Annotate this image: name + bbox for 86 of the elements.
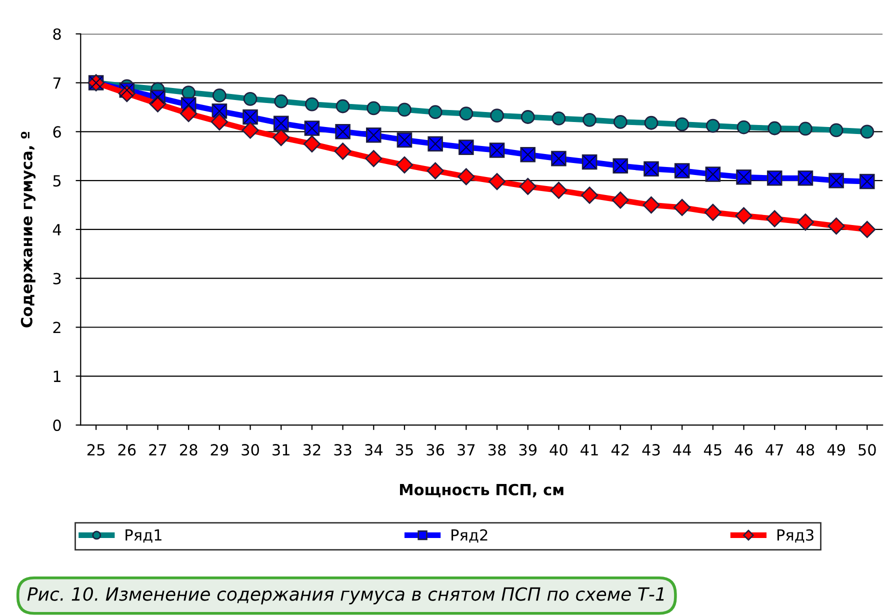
point xyxy=(398,102,412,117)
y-tick-label: 3 xyxy=(53,272,61,284)
y-tick-label: 7 xyxy=(53,77,61,89)
x-tick-label: 46 xyxy=(734,444,753,456)
point xyxy=(706,118,720,133)
x-tick-label: 38 xyxy=(488,444,506,456)
x-tick-label: 28 xyxy=(180,444,198,456)
x-tick-label: 27 xyxy=(149,444,166,456)
point xyxy=(550,182,568,199)
point xyxy=(582,112,596,127)
y-tick-label: 4 xyxy=(52,224,62,236)
point xyxy=(458,168,475,186)
point xyxy=(488,172,506,190)
x-tick-label: 25 xyxy=(87,444,104,456)
point xyxy=(396,156,414,174)
point xyxy=(428,105,442,120)
legend-label: Ряд3 xyxy=(777,529,814,543)
legend-label: Ряд2 xyxy=(452,529,488,543)
point xyxy=(490,108,504,122)
x-tick-label: 43 xyxy=(642,444,660,456)
x-tick-label: 30 xyxy=(242,444,259,456)
x-tick-label: 35 xyxy=(396,444,413,456)
y-tick-label: 6 xyxy=(53,126,61,138)
point xyxy=(613,114,628,129)
x-tick-label: 47 xyxy=(766,444,784,456)
x-tick-label: 26 xyxy=(118,444,136,456)
point xyxy=(736,120,751,134)
point xyxy=(735,207,752,224)
y-axis-title: Содержание гумуса, º xyxy=(20,132,36,328)
x-tick-label: 33 xyxy=(334,444,352,456)
point xyxy=(426,162,444,180)
x-tick-label: 39 xyxy=(519,444,537,456)
x-tick-label: 37 xyxy=(458,444,475,456)
point xyxy=(365,150,382,168)
point xyxy=(858,220,876,238)
x-tick-label: 29 xyxy=(210,444,228,456)
y-tick-label: 2 xyxy=(53,322,60,334)
x-tick-label: 41 xyxy=(580,444,598,456)
point xyxy=(242,122,259,139)
x-tick-label: 48 xyxy=(796,444,814,456)
x-tick-label: 36 xyxy=(426,444,444,456)
point xyxy=(366,101,381,116)
point xyxy=(674,198,691,216)
x-tick-label: 44 xyxy=(673,444,691,456)
point xyxy=(552,112,566,126)
point xyxy=(798,122,812,136)
point xyxy=(796,214,814,231)
x-tick-label: 42 xyxy=(611,444,629,456)
point xyxy=(243,92,258,106)
x-tick-label: 34 xyxy=(365,444,383,456)
point xyxy=(675,117,690,132)
point xyxy=(305,97,319,112)
point xyxy=(860,124,874,139)
x-tick-label: 50 xyxy=(858,444,876,456)
point xyxy=(644,116,658,130)
x-tick-label: 31 xyxy=(272,444,290,456)
x-tick-label: 49 xyxy=(827,444,845,456)
point xyxy=(180,105,198,122)
y-tick-label: 1 xyxy=(54,370,60,382)
point xyxy=(212,88,226,102)
y-tick-label: 8 xyxy=(53,28,61,40)
x-tick-label: 45 xyxy=(704,444,722,456)
legend-label: Ряд1 xyxy=(126,529,162,543)
point xyxy=(828,217,845,235)
y-tick-label: 5 xyxy=(53,175,61,187)
x-tick-label: 40 xyxy=(550,444,568,456)
point xyxy=(334,142,352,160)
point xyxy=(520,110,535,124)
point xyxy=(272,128,290,146)
y-tick-label: 0 xyxy=(53,420,61,432)
point xyxy=(519,178,536,195)
point xyxy=(704,204,722,221)
x-tick-label: 32 xyxy=(303,444,320,456)
text: Рис. 10. Изменение содержания гумуса в снятом ПСП по схеме Т-1 xyxy=(27,587,664,604)
point xyxy=(210,113,228,130)
point xyxy=(459,106,474,121)
point xyxy=(274,94,288,108)
point xyxy=(303,135,321,152)
point xyxy=(768,121,782,136)
point xyxy=(642,196,660,214)
point xyxy=(612,192,629,209)
point xyxy=(336,99,350,114)
point xyxy=(581,186,598,204)
point xyxy=(766,210,784,228)
x-axis-title: Мощность ПСП, см xyxy=(400,484,564,498)
point xyxy=(829,123,844,138)
